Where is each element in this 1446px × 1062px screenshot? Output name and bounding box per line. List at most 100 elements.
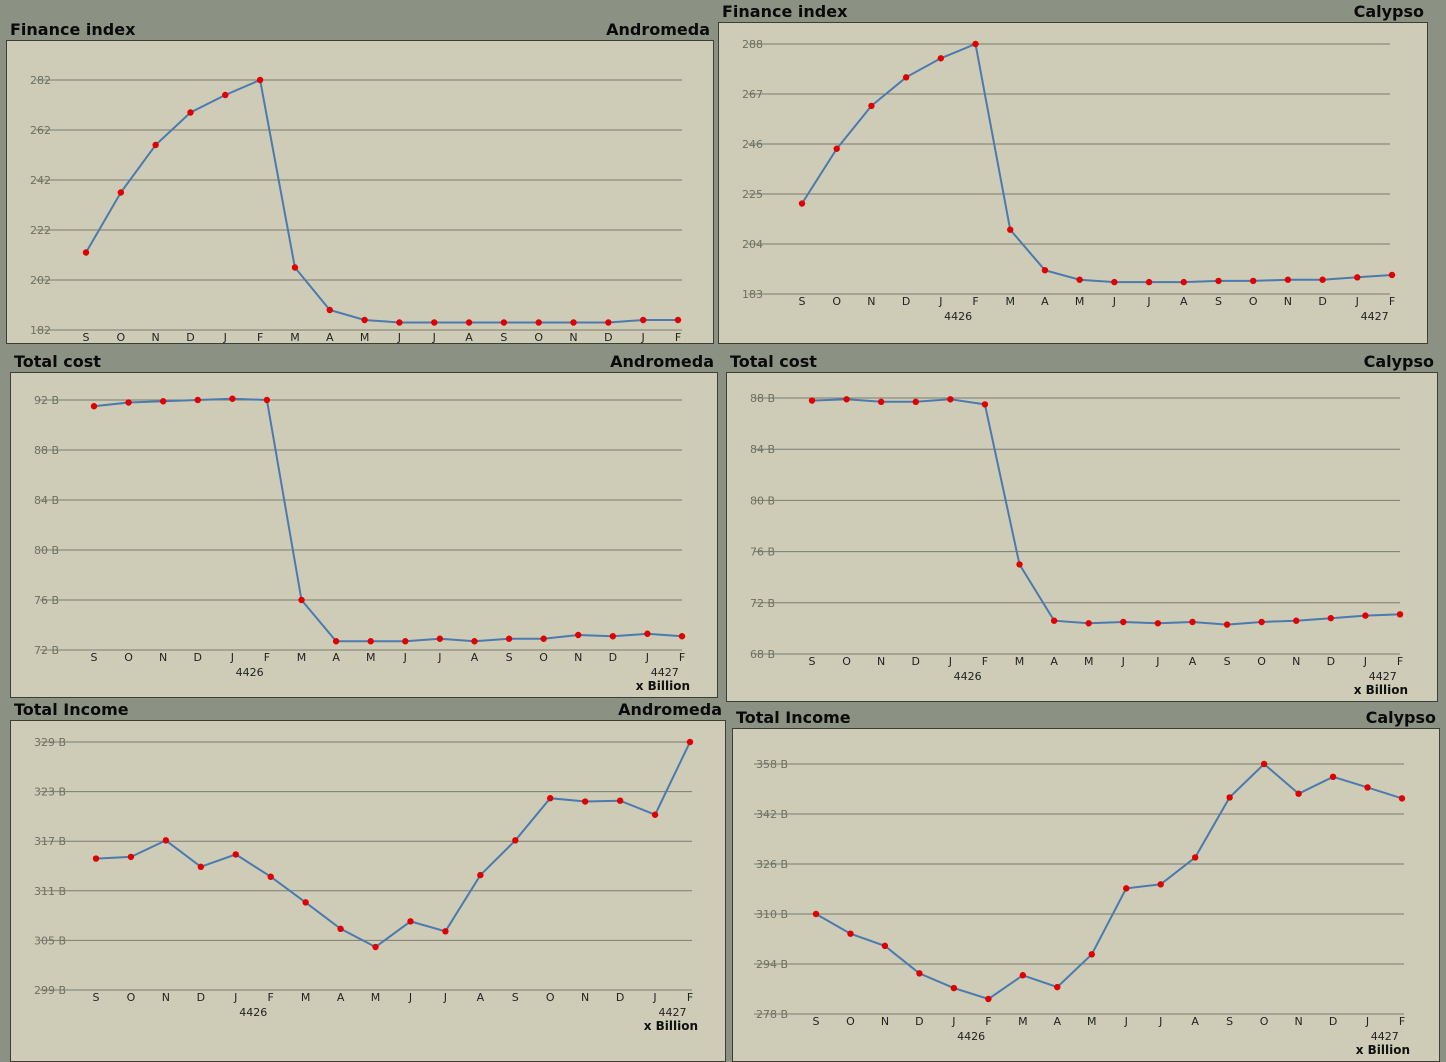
- data-point: [1329, 773, 1337, 781]
- data-point: [92, 855, 100, 862]
- data-point: [361, 316, 368, 324]
- y-tick-label: 282: [30, 74, 51, 87]
- year-label: 4427: [1371, 1030, 1399, 1043]
- y-tick-label: 299 B: [34, 984, 66, 997]
- data-point: [1362, 612, 1369, 619]
- chart-title: Finance index: [722, 2, 848, 21]
- data-point: [833, 145, 840, 152]
- x-tick-label: F: [1397, 655, 1403, 668]
- x-tick-label: J: [1121, 655, 1125, 668]
- data-point: [947, 396, 954, 403]
- x-tick-label: O: [1260, 1015, 1269, 1028]
- chart-svg: 278 B 294 B 310 B 326 B 342 B 358 B S O N D J F M A M J…: [754, 758, 1410, 1057]
- data-point: [1180, 278, 1187, 286]
- data-point: [981, 401, 989, 408]
- series-line: [95, 741, 691, 949]
- x-tick-label: N: [159, 651, 167, 664]
- series-line: [801, 42, 1393, 284]
- data-point: [465, 319, 473, 326]
- data-point: [367, 638, 374, 645]
- x-tick-label: A: [1189, 655, 1197, 668]
- x-tick-label: O: [127, 991, 136, 1004]
- data-point: [442, 928, 449, 935]
- data-point: [1215, 277, 1222, 285]
- year-label: 4427: [651, 666, 679, 679]
- x-tick-label: M: [297, 651, 307, 664]
- data-point: [1054, 983, 1061, 991]
- x-tick-label: F: [972, 295, 978, 308]
- data-point: [1398, 795, 1406, 802]
- x-tick-label: M: [290, 331, 300, 344]
- x-tick-label: J: [652, 991, 656, 1004]
- chart-title: Total Income: [14, 700, 129, 719]
- x-tick-label: F: [257, 331, 263, 344]
- x-tick-label: S: [813, 1015, 820, 1028]
- y-tick-label: 92 B: [34, 394, 59, 407]
- x-tick-label: J: [1155, 655, 1159, 668]
- x-tick-label: J: [223, 331, 227, 344]
- x-tick-label: J: [1355, 295, 1359, 308]
- data-point: [505, 635, 513, 642]
- x-tick-label: N: [1292, 655, 1300, 668]
- x-tick-label: J: [408, 991, 412, 1004]
- year-label: 4426: [954, 670, 982, 683]
- year-label: 4427: [659, 1006, 687, 1019]
- data-point: [500, 319, 508, 326]
- x-tick-label: D: [609, 651, 617, 664]
- system-name: Andromeda: [606, 20, 710, 39]
- data-point: [332, 638, 340, 645]
- y-tick-label: 202: [30, 274, 51, 287]
- x-tick-label: S: [512, 991, 519, 1004]
- x-tick-label: J: [948, 655, 952, 668]
- data-point: [1223, 621, 1231, 628]
- data-point: [1076, 276, 1083, 283]
- data-point: [1293, 617, 1300, 624]
- y-tick-label: 182: [30, 324, 51, 337]
- x-tick-label: A: [1054, 1015, 1062, 1028]
- data-point: [686, 738, 694, 746]
- chart-panel-cost-calypso: Total cost Calypso 68 B 72 B 76 B 80 B 84 B 8…: [726, 350, 1438, 702]
- data-point: [1327, 614, 1335, 622]
- system-name: Calypso: [1353, 2, 1424, 21]
- y-tick-label: 88 B: [750, 392, 775, 405]
- data-point: [972, 40, 979, 48]
- x-tick-label: D: [1327, 655, 1335, 668]
- x-tick-label: N: [574, 651, 582, 664]
- data-point: [127, 853, 135, 861]
- chart-title: Total Income: [736, 708, 851, 727]
- chart-panel-finance-andromeda: Finance index Andromeda 182 202 222 242 262 2…: [6, 18, 714, 344]
- data-point: [535, 319, 542, 326]
- data-point: [1019, 972, 1027, 979]
- x-tick-label: S: [93, 991, 100, 1004]
- unit-label: x Billion: [1356, 1043, 1410, 1057]
- data-point: [547, 795, 554, 802]
- x-tick-label: D: [194, 651, 202, 664]
- data-point: [298, 596, 305, 604]
- data-point: [1226, 794, 1233, 801]
- unit-label: x Billion: [644, 1019, 698, 1033]
- data-point: [407, 918, 414, 925]
- x-tick-label: F: [985, 1015, 991, 1028]
- data-point: [1260, 760, 1268, 768]
- data-point: [605, 319, 612, 326]
- system-name: Calypso: [1363, 352, 1434, 371]
- data-point: [263, 396, 271, 404]
- x-tick-label: J: [1124, 1015, 1128, 1028]
- year-label: 4427: [1369, 670, 1397, 683]
- y-tick-label: 225: [742, 188, 763, 201]
- x-tick-label: N: [1294, 1015, 1302, 1028]
- data-point: [985, 995, 992, 1003]
- chart-svg: 182202222242262282SONDJFMAMJJASONDJF4426…: [30, 74, 682, 344]
- y-tick-label: 242: [30, 174, 51, 187]
- series-line: [93, 397, 683, 643]
- y-tick-label: 204: [742, 238, 763, 251]
- x-tick-label: O: [534, 331, 543, 344]
- x-tick-label: S: [1226, 1015, 1233, 1028]
- data-point: [1085, 620, 1092, 627]
- y-tick-label: 72 B: [34, 644, 59, 657]
- data-point: [267, 873, 274, 880]
- data-point: [843, 396, 850, 403]
- x-tick-label: O: [1257, 655, 1266, 668]
- x-tick-label: J: [403, 651, 407, 664]
- data-point: [471, 638, 478, 645]
